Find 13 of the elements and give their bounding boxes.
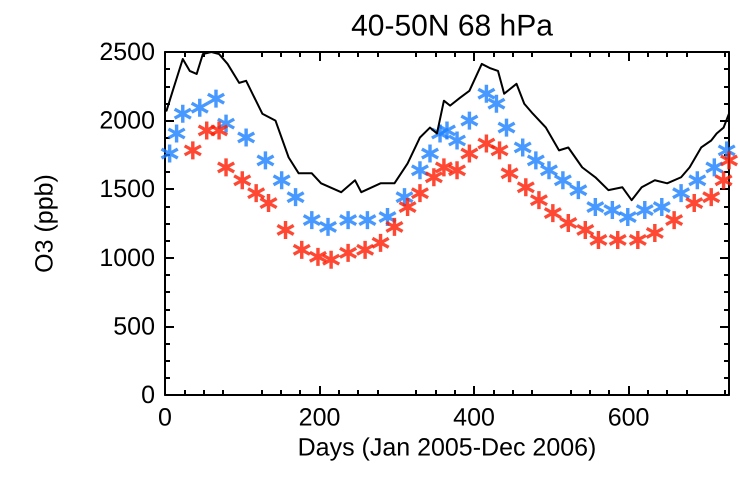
y-tick-label: 1000 xyxy=(99,244,155,272)
y-tick-label: 500 xyxy=(113,312,155,340)
x-tick-label: 400 xyxy=(453,404,495,432)
x-tick-label: 600 xyxy=(608,404,650,432)
x-tick-label: 0 xyxy=(158,404,172,432)
x-tick-label: 200 xyxy=(298,404,340,432)
y-tick-label: 2500 xyxy=(99,38,155,66)
y-tick-label: 1500 xyxy=(99,175,155,204)
y-axis-title: O3 (ppb) xyxy=(30,174,58,273)
chart-title: 40-50N 68 hPa xyxy=(351,10,554,42)
y-tick-label: 2000 xyxy=(99,106,155,135)
x-axis-title: Days (Jan 2005-Dec 2006) xyxy=(298,433,596,462)
y-tick-label: 0 xyxy=(141,381,155,409)
